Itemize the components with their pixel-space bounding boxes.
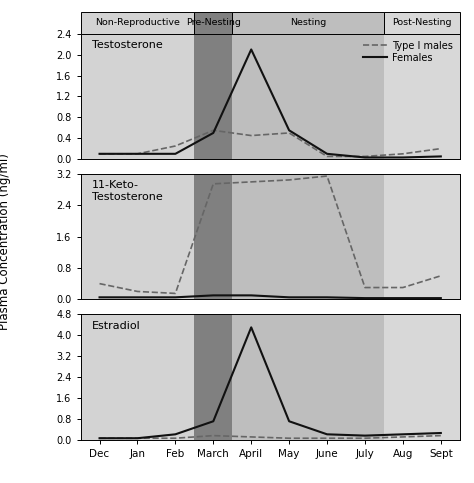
Type I males [135,435,140,441]
Type I males [324,154,330,159]
Bar [81,34,194,159]
Females [248,293,254,298]
Females [438,430,444,436]
Females [210,293,216,298]
Bar [194,314,232,440]
Females [248,46,254,52]
Females [248,325,254,330]
Type I males [210,128,216,133]
Type I males [97,435,102,441]
Line: Females: Females [100,49,441,157]
Females [400,155,406,160]
Females [400,295,406,301]
Females [438,154,444,159]
Text: Pre-Nesting: Pre-Nesting [186,18,241,28]
Bar [232,34,384,159]
Type I males [210,181,216,187]
Females [324,431,330,437]
Bar [384,174,460,299]
Type I males [97,151,102,156]
Females [286,418,292,424]
Type I males [400,434,406,440]
Females [362,295,368,301]
Females [135,435,140,441]
Type I males [135,151,140,156]
Females [173,151,178,156]
Bar [232,314,384,440]
Line: Type I males: Type I males [100,176,441,293]
Type I males [362,154,368,159]
Line: Type I males: Type I males [100,436,441,438]
Type I males [362,435,368,441]
Females [173,295,178,300]
Type I males [248,434,254,440]
Females [173,431,178,437]
Type I males [286,177,292,183]
Type I males [135,288,140,294]
Type I males [173,143,178,149]
Legend: Type I males, Females: Type I males, Females [361,39,455,65]
Text: Post-Nesting: Post-Nesting [392,18,452,28]
Females [438,295,444,301]
Bar [81,314,194,440]
Females [362,155,368,160]
Females [400,431,406,437]
Type I males [438,146,444,152]
Females [210,130,216,136]
Females [97,151,102,156]
Type I males [400,284,406,290]
Type I males [400,151,406,156]
Females [324,295,330,300]
Bar [81,174,194,299]
Bar [384,314,460,440]
Text: Plasma Concentration (ng/ml): Plasma Concentration (ng/ml) [0,153,11,330]
Type I males [438,273,444,279]
Line: Females: Females [100,296,441,298]
Females [324,151,330,156]
Females [97,435,102,441]
Text: Nesting: Nesting [290,18,326,28]
Bar [384,34,460,159]
Text: Testosterone: Testosterone [92,40,163,50]
Bar [194,34,232,159]
Type I males [286,435,292,441]
Text: Estradiol: Estradiol [92,321,141,330]
Type I males [324,435,330,441]
Type I males [97,281,102,286]
Females [135,295,140,300]
Type I males [324,173,330,179]
Type I males [173,290,178,296]
Type I males [438,433,444,439]
Text: 11-Keto-
Testosterone: 11-Keto- Testosterone [92,180,163,202]
Females [286,295,292,300]
Type I males [248,179,254,185]
Type I males [286,130,292,136]
Type I males [362,284,368,290]
Type I males [173,435,178,441]
Text: Non-Reproductive: Non-Reproductive [95,18,180,28]
Females [286,128,292,133]
Females [97,295,102,300]
Type I males [210,433,216,439]
Type I males [248,133,254,139]
Bar [232,174,384,299]
Females [362,433,368,439]
Line: Type I males: Type I males [100,130,441,156]
Bar [194,174,232,299]
Line: Females: Females [100,327,441,438]
Females [210,418,216,424]
Females [135,151,140,156]
